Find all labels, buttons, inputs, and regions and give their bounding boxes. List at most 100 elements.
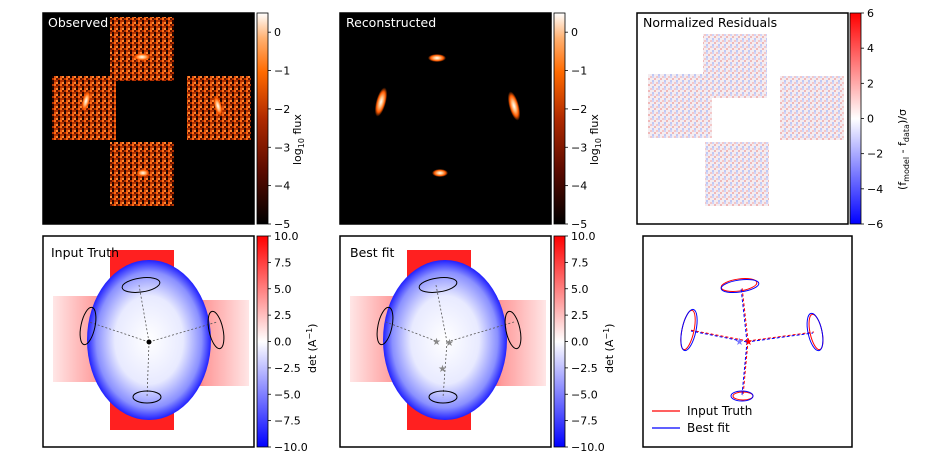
residuals-stamp-bottom xyxy=(705,142,769,206)
comparison-panel: ★ ★ Input Truth Best fit xyxy=(642,235,853,448)
reconstructed-panel: Reconstructed xyxy=(339,12,552,225)
best-fit-border xyxy=(339,235,552,448)
flux-colorbar-2-label-main: log xyxy=(588,148,601,165)
residual-colorbar: 6 4 2 0 −2 −4 −6 (fmodel - fdata)/σ xyxy=(849,7,911,231)
colorbar-tick-label: −2.5 xyxy=(571,362,598,375)
best-fit-panel: ★ ★ ★ Best fit xyxy=(339,235,552,448)
best-fit-source-markers: ★ ★ ★ xyxy=(432,337,454,375)
best-fit-image-contours xyxy=(376,277,522,404)
observed-title: Observed xyxy=(48,15,108,30)
input-truth-title: Input Truth xyxy=(51,245,119,260)
flux-colorbar-2-label: log10 flux xyxy=(588,114,603,165)
residuals-stamp-left xyxy=(648,74,712,138)
colorbar-tick-label: −1 xyxy=(274,65,290,78)
colorbar-tick-label: 0 xyxy=(274,26,281,39)
colorbar-tick-label: 10.0 xyxy=(571,230,596,243)
reconstructed-border xyxy=(339,12,552,225)
det-colorbar-1-label-a: det (A xyxy=(306,339,319,373)
reconstructed-image-bottom xyxy=(432,169,448,177)
input-truth-rays xyxy=(88,284,218,399)
flux-colorbar-1-bar xyxy=(256,12,269,225)
observed-image-right xyxy=(213,95,223,117)
colorbar-tick-label: −4 xyxy=(571,180,587,193)
det-colorbar-2-label-b: ) xyxy=(603,324,616,328)
flux-colorbar-1-label-rest: flux xyxy=(291,114,304,138)
colorbar-tick-label: −5.0 xyxy=(274,388,301,401)
colorbar-tick-label: 4 xyxy=(867,42,874,55)
colorbar-tick-label: −5.0 xyxy=(571,388,598,401)
observed-image-bottom xyxy=(136,169,150,177)
input-truth-image-contours xyxy=(79,277,225,404)
residuals-stamp-right xyxy=(780,76,844,140)
colorbar-tick-label: −7.5 xyxy=(571,415,598,428)
det-colorbar-1: 10.0 7.5 5.0 2.5 0.0 −2.5 −5.0 −7.5 −10.0 det (A… xyxy=(256,230,319,454)
colorbar-tick-label: 10.0 xyxy=(274,230,299,243)
residuals-title: Normalized Residuals xyxy=(643,15,777,30)
residual-colorbar-label: (fmodel - fdata)/σ xyxy=(896,109,911,190)
colorbar-tick-label: 6 xyxy=(867,7,874,20)
det-colorbar-2-label-a: det (A xyxy=(603,339,616,373)
flux-colorbar-2-bar xyxy=(553,12,566,225)
observed-image-top xyxy=(133,53,151,61)
flux-colorbar-2-ticks: 0 −1 −2 −3 −4 −5 xyxy=(565,26,587,231)
det-colorbar-2-label-sup: −1 xyxy=(602,328,611,340)
colorbar-tick-label: −2 xyxy=(274,103,290,116)
colorbar-tick-label: −7.5 xyxy=(274,415,301,428)
observed-image-left xyxy=(81,90,91,112)
det-colorbar-1-ticks: 10.0 7.5 5.0 2.5 0.0 −2.5 −5.0 −7.5 −10.0 xyxy=(268,230,308,454)
flux-colorbar-2-label-sub: 10 xyxy=(594,138,603,148)
input-truth-panel: Input Truth xyxy=(42,235,255,448)
residual-colorbar-label-a: (f xyxy=(896,181,909,190)
reconstructed-image-left xyxy=(374,87,388,117)
det-colorbar-1-label-sup: −1 xyxy=(305,328,314,340)
det-colorbar-2: 10.0 7.5 5.0 2.5 0.0 −2.5 −5.0 −7.5 −10.0 det (A… xyxy=(553,230,616,454)
colorbar-tick-label: 2 xyxy=(867,77,874,90)
colorbar-tick-label: 0.0 xyxy=(274,336,292,349)
best-fit-critical-region xyxy=(383,260,507,420)
flux-colorbar-1-label: log10 flux xyxy=(291,114,306,165)
colorbar-tick-label: −2 xyxy=(867,148,883,161)
colorbar-tick-label: −2.5 xyxy=(274,362,301,375)
colorbar-tick-label: −5 xyxy=(571,218,587,231)
residual-colorbar-label-b: - f xyxy=(896,141,909,157)
colorbar-tick-label: −5 xyxy=(274,218,290,231)
flux-colorbar-1: 0 −1 −2 −3 −4 −5 log10 flux xyxy=(256,12,306,231)
colorbar-tick-label: −4 xyxy=(274,180,290,193)
colorbar-tick-label: −1 xyxy=(571,65,587,78)
comparison-source-markers: ★ ★ xyxy=(735,337,753,348)
observed-border xyxy=(42,12,255,225)
det-colorbar-2-ticks: 10.0 7.5 5.0 2.5 0.0 −2.5 −5.0 −7.5 −10.0 xyxy=(565,230,605,454)
colorbar-tick-label: −2 xyxy=(571,103,587,116)
best-fit-title: Best fit xyxy=(350,245,395,260)
det-colorbar-2-label: det (A−1) xyxy=(602,324,616,373)
svg-text:★: ★ xyxy=(438,364,447,375)
legend-fit-label: Best fit xyxy=(687,421,730,435)
flux-colorbar-1-ticks: 0 −1 −2 −3 −4 −5 xyxy=(268,26,290,231)
reconstructed-title: Reconstructed xyxy=(346,15,436,30)
comparison-fit-curves xyxy=(680,278,824,402)
reconstructed-image-top xyxy=(428,54,446,62)
residual-colorbar-label-b-sub: data xyxy=(902,124,911,142)
residual-colorbar-bar xyxy=(849,12,862,225)
colorbar-tick-label: 2.5 xyxy=(571,309,589,322)
colorbar-tick-label: 0 xyxy=(571,26,578,39)
colorbar-tick-label: 5.0 xyxy=(274,283,292,296)
input-truth-border xyxy=(42,235,255,448)
svg-text:★: ★ xyxy=(432,337,441,348)
det-colorbar-1-label-b: ) xyxy=(306,324,319,328)
colorbar-tick-label: −4 xyxy=(867,183,883,196)
flux-colorbar-2: 0 −1 −2 −3 −4 −5 log10 flux xyxy=(553,12,603,231)
residuals-panel: Normalized Residuals xyxy=(636,12,849,225)
reconstructed-image-right xyxy=(507,91,521,121)
comparison-legend: Input Truth Best fit xyxy=(652,404,752,435)
observed-panel: Observed xyxy=(42,12,255,225)
colorbar-tick-label: 7.5 xyxy=(571,256,589,269)
flux-colorbar-2-label-rest: flux xyxy=(588,114,601,138)
colorbar-tick-label: −3 xyxy=(571,141,587,154)
best-fit-rays xyxy=(385,284,515,399)
colorbar-tick-label: 0.0 xyxy=(571,336,589,349)
residuals-stamp-top xyxy=(703,34,767,98)
residual-colorbar-label-a-sub: model xyxy=(902,157,911,182)
det-colorbar-1-label: det (A−1) xyxy=(305,324,319,373)
